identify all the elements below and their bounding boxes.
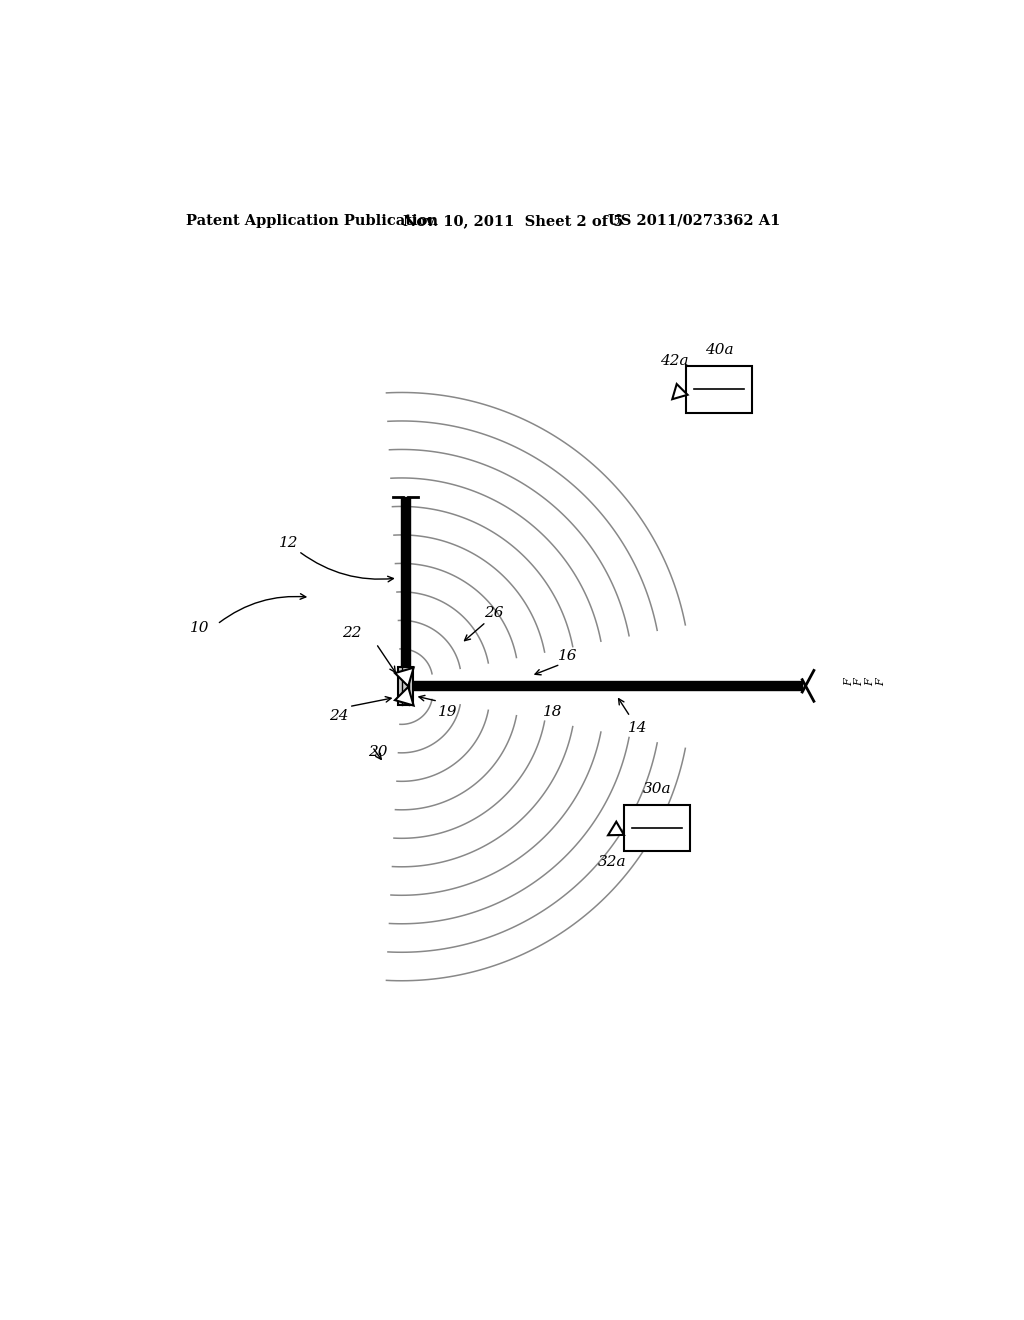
Text: F: F [855,678,864,686]
Text: 18: 18 [543,705,562,719]
Text: F: F [844,678,854,686]
Text: Nov. 10, 2011  Sheet 2 of 5: Nov. 10, 2011 Sheet 2 of 5 [403,214,624,228]
Text: 30a: 30a [643,781,672,796]
Text: Patent Application Publication: Patent Application Publication [186,214,438,228]
Text: 14: 14 [628,721,647,734]
Text: F: F [865,678,876,686]
Text: 16: 16 [558,648,578,663]
Text: 20: 20 [369,744,388,759]
Polygon shape [608,821,624,836]
Text: 12: 12 [280,536,299,550]
Text: US 2011/0273362 A1: US 2011/0273362 A1 [608,214,781,228]
Bar [686,366,752,412]
Polygon shape [395,686,414,705]
Text: 24: 24 [330,709,349,723]
Text: 42a: 42a [660,354,689,368]
Text: 10: 10 [189,622,209,635]
Text: 40a: 40a [705,343,733,358]
Text: 26: 26 [484,606,504,620]
Text: 22: 22 [343,626,362,640]
Polygon shape [673,384,687,399]
Polygon shape [395,668,414,686]
Text: F: F [877,678,887,686]
Text: 32a: 32a [598,855,627,870]
Bar [397,667,414,705]
Bar [624,805,690,851]
Text: 19: 19 [438,705,458,719]
